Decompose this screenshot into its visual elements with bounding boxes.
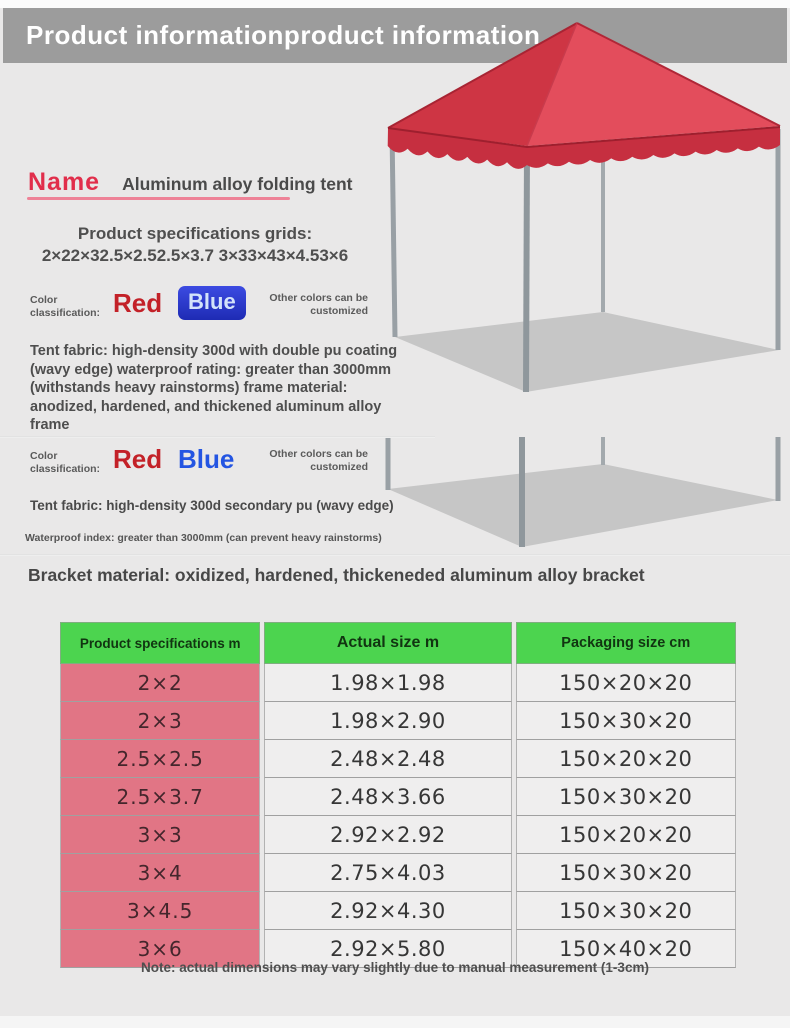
image-seam-divider <box>0 554 790 556</box>
image-seam-divider <box>0 436 435 438</box>
actual-size-cell: 2.75×4.03 <box>264 854 512 892</box>
packaging-size-cell: 150×20×20 <box>515 664 736 702</box>
name-label: Name <box>28 168 101 196</box>
table-row: 2×2 1.98×1.98 150×20×20 <box>60 664 736 702</box>
actual-size-cell: 2.92×5.80 <box>264 930 512 968</box>
custom-colors-note: Other colors can be customized <box>269 448 368 473</box>
specs-values: 2×22×32.5×2.52.5×3.7 3×33×43×4.53×6 <box>41 246 349 265</box>
table-row: 2×3 1.98×2.90 150×30×20 <box>60 702 736 740</box>
bracket-material-line: Bracket material: oxidized, hardened, th… <box>28 565 645 585</box>
packaging-size-cell: 150×20×20 <box>515 740 736 778</box>
waterproof-index-line: Waterproof index: greater than 3000mm (c… <box>25 532 382 544</box>
specs-heading: Product specifications grids: <box>77 224 313 243</box>
actual-size-cell: 1.98×1.98 <box>264 664 512 702</box>
actual-size-cell: 2.48×3.66 <box>264 778 512 816</box>
header-banner: Product informationproduct information <box>3 8 787 63</box>
table-row: 3×4 2.75×4.03 150×30×20 <box>60 854 736 892</box>
column-header-spec: Product specifications m <box>60 622 261 664</box>
packaging-size-cell: 150×30×20 <box>515 892 736 930</box>
tent-legs-photo-icon <box>385 437 781 547</box>
custom-colors-note: Other colors can be customized <box>269 292 368 317</box>
size-specification-table: Product specifications m Actual size m P… <box>56 622 740 968</box>
color-classification-label: Color classification: <box>30 294 101 319</box>
table-row: 2.5×3.7 2.48×3.66 150×30×20 <box>60 778 736 816</box>
color-option-red: Red <box>113 288 163 318</box>
specifications-block: Product specifications grids: 2×22×32.5×… <box>0 224 390 266</box>
table-row: 3×3 2.92×2.92 150×20×20 <box>60 816 736 854</box>
actual-size-cell: 2.92×4.30 <box>264 892 512 930</box>
column-header-packaging: Packaging size cm <box>515 622 736 664</box>
actual-size-cell: 1.98×2.90 <box>264 702 512 740</box>
spec-cell: 2×2 <box>60 664 261 702</box>
packaging-size-cell: 150×30×20 <box>515 778 736 816</box>
packaging-size-cell: 150×30×20 <box>515 702 736 740</box>
spec-cell: 3×3 <box>60 816 261 854</box>
packaging-size-cell: 150×20×20 <box>515 816 736 854</box>
actual-size-cell: 2.48×2.48 <box>264 740 512 778</box>
spec-cell: 2.5×3.7 <box>60 778 261 816</box>
product-name: Aluminum alloy folding tent <box>122 174 353 194</box>
color-classification-row-2: Color classification: Red Blue Other col… <box>0 444 400 488</box>
bottom-margin-strip <box>0 1016 790 1028</box>
spec-cell: 2.5×2.5 <box>60 740 261 778</box>
name-row: Name Aluminum alloy folding tent <box>28 168 353 197</box>
color-option-red: Red <box>113 444 163 474</box>
fabric-secondary-line: Tent fabric: high-density 300d secondary… <box>30 498 394 513</box>
color-classification-label: Color classification: <box>30 450 101 475</box>
table-row: 3×6 2.92×5.80 150×40×20 <box>60 930 736 968</box>
spec-cell: 2×3 <box>60 702 261 740</box>
top-margin-strip <box>0 0 790 8</box>
tent-photo-icon <box>387 22 781 393</box>
name-underline <box>27 197 290 200</box>
measurement-note: Note: actual dimensions may vary slightl… <box>141 960 649 975</box>
page-title: Product informationproduct information <box>26 20 541 50</box>
color-option-blue-badge: Blue <box>178 286 246 320</box>
spec-cell: 3×4.5 <box>60 892 261 930</box>
spec-cell: 3×4 <box>60 854 261 892</box>
actual-size-cell: 2.92×2.92 <box>264 816 512 854</box>
spec-cell: 3×6 <box>60 930 261 968</box>
color-classification-row-1: Color classification: Red Blue Other col… <box>0 286 400 332</box>
table-row: 2.5×2.5 2.48×2.48 150×20×20 <box>60 740 736 778</box>
fabric-description-paragraph: Tent fabric: high-density 300d with doub… <box>30 343 398 433</box>
table-header-row: Product specifications m Actual size m P… <box>60 622 736 664</box>
color-option-blue: Blue <box>178 444 235 474</box>
packaging-size-cell: 150×30×20 <box>515 854 736 892</box>
column-header-actual: Actual size m <box>264 622 512 664</box>
packaging-size-cell: 150×40×20 <box>515 930 736 968</box>
table-row: 3×4.5 2.92×4.30 150×30×20 <box>60 892 736 930</box>
